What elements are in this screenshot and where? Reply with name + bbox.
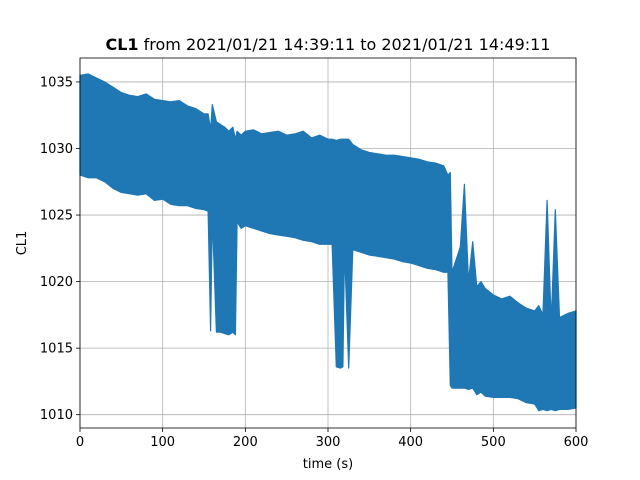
x-tick-label: 300 [316, 435, 341, 450]
y-axis-label: CL1 [15, 231, 30, 256]
chart-title-bold: CL1 [105, 35, 138, 54]
x-tick-label: 200 [233, 435, 258, 450]
y-tick-label: 1020 [40, 275, 73, 290]
y-tick-label: 1030 [40, 142, 73, 157]
y-tick-label: 1025 [40, 209, 73, 224]
ticks: 0 100 200 300 400 500 600 1010 1015 1020 1025 1030 1… [40, 75, 589, 450]
x-axis-label: time (s) [303, 457, 353, 472]
y-tick-label: 1010 [40, 408, 73, 423]
x-tick-label: 600 [564, 435, 589, 450]
x-tick-label: 500 [481, 435, 506, 450]
y-tick-label: 1015 [40, 342, 73, 357]
x-tick-label: 0 [76, 435, 84, 450]
chart-title-rest: from 2021/01/21 14:39:11 to 2021/01/21 1… [139, 35, 551, 54]
y-tick-label: 1035 [40, 75, 73, 90]
chart-title: CL1 from 2021/01/21 14:39:11 to 2021/01/… [105, 35, 550, 54]
x-tick-label: 400 [398, 435, 423, 450]
x-tick-label: 100 [150, 435, 175, 450]
